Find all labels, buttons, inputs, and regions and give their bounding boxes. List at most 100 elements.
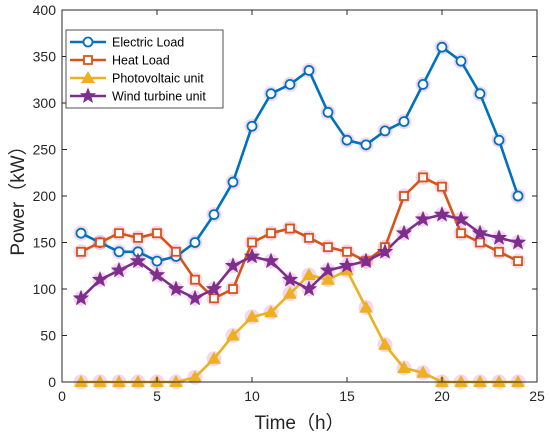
series-line-photovoltaic-unit — [81, 269, 518, 384]
y-tick-label: 150 — [33, 235, 57, 251]
y-tick-label: 50 — [40, 328, 56, 344]
data-point-electric-load — [512, 190, 524, 202]
legend-items: Electric Load Heat Load Photovoltaic unit W… — [70, 36, 206, 104]
data-point-heat-load — [114, 228, 124, 239]
data-point-photovoltaic-unit — [169, 374, 183, 387]
data-point-photovoltaic-unit — [492, 374, 506, 387]
legend: Electric Load Heat Load Photovoltaic unit W… — [65, 29, 224, 109]
data-point-electric-load — [227, 176, 239, 188]
data-point-photovoltaic-unit — [302, 268, 316, 281]
data-point-heat-load — [456, 228, 466, 239]
data-point-photovoltaic-unit — [359, 300, 373, 313]
data-point-wind-turbine-unit — [224, 257, 242, 273]
data-point-wind-turbine-unit — [262, 252, 280, 269]
legend-swatch-marker — [82, 36, 94, 48]
data-point-wind-turbine-unit — [110, 261, 128, 278]
data-point-photovoltaic-unit — [226, 328, 240, 341]
data-point-wind-turbine-unit — [319, 261, 337, 278]
data-point-photovoltaic-unit — [397, 361, 411, 374]
data-point-heat-load — [171, 246, 181, 257]
data-point-wind-turbine-unit — [205, 280, 223, 296]
data-point-heat-load — [418, 172, 428, 183]
data-point-photovoltaic-unit — [207, 351, 221, 364]
legend-item-electric-load: Electric Load — [70, 36, 184, 50]
x-tick-label: 5 — [153, 388, 161, 404]
legend-item-wind-turbine-unit: Wind turbine unit — [70, 87, 206, 104]
data-point-electric-load — [246, 120, 258, 132]
data-point-electric-load — [493, 134, 505, 146]
y-tick-label: 350 — [33, 49, 57, 65]
data-point-wind-turbine-unit — [91, 271, 109, 287]
data-point-wind-turbine-unit — [376, 243, 394, 259]
legend-label: Electric Load — [112, 36, 184, 50]
data-point-heat-load — [304, 232, 314, 243]
series-line-heat-load — [80, 176, 519, 300]
data-point-wind-turbine-unit — [395, 224, 413, 241]
x-tick-label: 10 — [244, 388, 260, 404]
data-point-photovoltaic-unit — [378, 337, 392, 350]
x-tick-label: 20 — [434, 388, 450, 404]
data-point-electric-load — [303, 65, 315, 76]
data-point-photovoltaic-unit — [283, 286, 297, 299]
data-point-heat-load — [247, 237, 257, 248]
y-tick-label: 400 — [33, 2, 57, 18]
data-point-photovoltaic-unit — [473, 374, 487, 387]
data-point-electric-load — [208, 209, 220, 221]
data-point-heat-load — [209, 293, 219, 304]
data-point-heat-load — [513, 256, 523, 267]
data-point-wind-turbine-unit — [509, 233, 527, 250]
data-point-heat-load — [190, 274, 200, 285]
data-point-electric-load — [75, 227, 87, 239]
data-point-wind-turbine-unit — [300, 280, 318, 296]
data-point-wind-turbine-unit — [357, 252, 375, 269]
data-point-wind-turbine-unit — [433, 205, 451, 222]
legend-item-heat-load: Heat Load — [70, 54, 170, 68]
data-point-electric-load — [151, 255, 163, 267]
series-markers — [72, 41, 527, 387]
y-tick-label: 200 — [33, 188, 57, 204]
data-point-heat-load — [76, 246, 86, 257]
data-point-electric-load — [284, 79, 296, 90]
data-point-heat-load — [494, 246, 504, 257]
data-point-wind-turbine-unit — [281, 271, 299, 287]
data-point-wind-turbine-unit — [490, 229, 508, 245]
data-point-wind-turbine-unit — [243, 247, 261, 264]
data-point-wind-turbine-unit — [338, 257, 356, 273]
data-point-wind-turbine-unit — [167, 280, 185, 296]
legend-item-photovoltaic-unit: Photovoltaic unit — [70, 70, 204, 86]
legend-label: Heat Load — [112, 54, 170, 68]
data-point-photovoltaic-unit — [74, 374, 88, 387]
data-point-heat-load — [95, 237, 105, 248]
data-point-heat-load — [399, 191, 409, 201]
data-point-electric-load — [113, 246, 125, 258]
data-point-electric-load — [417, 79, 429, 90]
data-point-photovoltaic-unit — [112, 374, 126, 387]
legend-swatch-marker — [83, 55, 93, 65]
data-point-wind-turbine-unit — [186, 289, 204, 306]
data-point-electric-load — [265, 88, 277, 100]
data-point-heat-load — [152, 228, 162, 239]
data-point-wind-turbine-unit — [414, 210, 432, 227]
legend-label: Photovoltaic unit — [112, 72, 204, 86]
data-point-wind-turbine-unit — [72, 289, 90, 306]
data-point-heat-load — [285, 223, 295, 234]
data-point-photovoltaic-unit — [93, 374, 107, 387]
y-tick-label: 300 — [33, 95, 57, 111]
data-point-heat-load — [475, 237, 485, 248]
data-point-photovoltaic-unit — [416, 365, 430, 378]
legend-swatch-marker — [81, 70, 95, 83]
data-point-electric-load — [322, 106, 334, 118]
data-point-electric-load — [189, 237, 201, 248]
data-point-electric-load — [436, 41, 448, 53]
x-axis-title: Time（h） — [254, 412, 344, 434]
data-point-electric-load — [360, 139, 372, 151]
data-point-heat-load — [133, 232, 143, 243]
data-point-photovoltaic-unit — [264, 305, 278, 318]
y-tick-label: 250 — [33, 142, 57, 158]
data-point-heat-load — [228, 284, 238, 294]
data-point-photovoltaic-unit — [511, 374, 525, 387]
data-point-electric-load — [455, 55, 467, 67]
data-point-photovoltaic-unit — [454, 374, 468, 387]
